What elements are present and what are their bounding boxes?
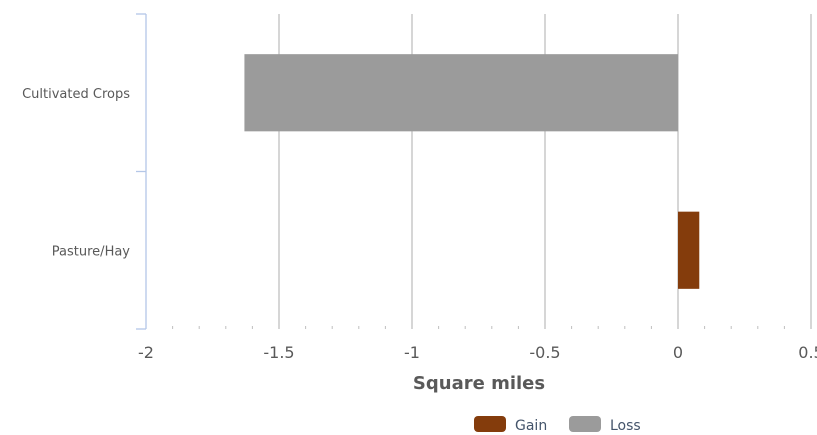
x-tick-label: -1 bbox=[404, 343, 420, 362]
x-tick-label: -1.5 bbox=[263, 343, 294, 362]
bars bbox=[244, 54, 700, 289]
legend-swatch-gain bbox=[474, 416, 506, 432]
x-tick-label: -0.5 bbox=[529, 343, 560, 362]
legend-label: Gain bbox=[515, 418, 547, 434]
axes bbox=[136, 13, 812, 330]
x-tick-label: 0.5 bbox=[798, 343, 817, 362]
x-tick-label: -2 bbox=[138, 343, 154, 362]
x-axis-title: Square miles bbox=[413, 373, 545, 394]
category-labels: Cultivated Crops Pasture/Hay bbox=[22, 87, 130, 260]
category-label: Pasture/Hay bbox=[52, 244, 131, 259]
legend: Gain Loss bbox=[474, 416, 641, 434]
legend-label: Loss bbox=[610, 418, 641, 434]
x-tick-label: 0 bbox=[673, 343, 683, 362]
bar-gain bbox=[678, 211, 700, 289]
legend-swatch-loss bbox=[569, 416, 601, 432]
x-tick-labels: -2 -1.5 -1 -0.5 0 0.5 bbox=[138, 343, 817, 362]
category-label: Cultivated Crops bbox=[22, 87, 130, 102]
bar-loss bbox=[244, 54, 679, 132]
